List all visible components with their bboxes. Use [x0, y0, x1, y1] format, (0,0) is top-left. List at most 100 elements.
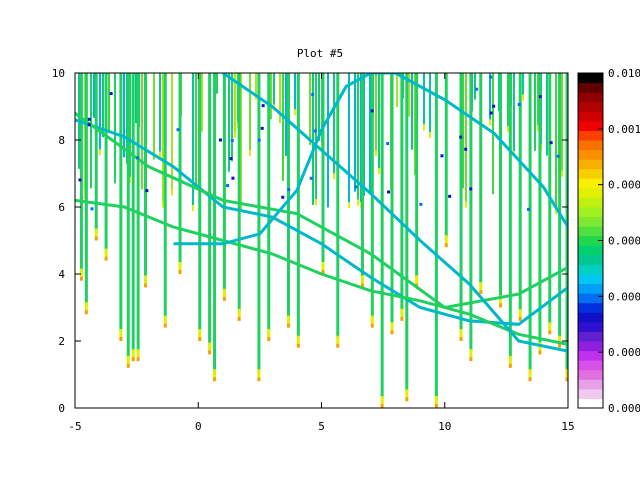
heatmap-spike-tip: [528, 369, 532, 378]
heatmap-spike: [528, 73, 532, 372]
x-tick-label: 10: [438, 420, 451, 433]
heatmap-spike-end: [126, 363, 130, 368]
heatmap-column: [159, 73, 161, 152]
colorbar-swatch: [578, 321, 603, 332]
heatmap-spike-end: [405, 397, 409, 402]
heatmap-spike: [213, 73, 217, 372]
heatmap-column: [153, 73, 155, 160]
heatmap-spike-end: [380, 404, 384, 408]
heatmap-cell: [489, 111, 493, 115]
heatmap-column: [507, 73, 509, 127]
heatmap-spike: [104, 73, 108, 251]
y-tick-label: 8: [58, 134, 65, 147]
colorbar-swatch: [578, 254, 603, 265]
heatmap-spike: [479, 73, 483, 285]
heatmap-column: [141, 73, 143, 190]
heatmap-cell: [538, 95, 542, 99]
heatmap-cell: [129, 176, 131, 183]
heatmap-column: [294, 73, 296, 110]
heatmap-spike-end: [94, 236, 98, 241]
heatmap-cell: [527, 207, 531, 211]
heatmap-spike: [208, 73, 212, 345]
heatmap-spike-tip: [498, 295, 502, 304]
heatmap-spike-tip: [104, 248, 108, 257]
heatmap-column: [378, 73, 380, 169]
heatmap-spike-tip: [370, 315, 374, 324]
heatmap-column: [411, 73, 413, 150]
heatmap-column: [309, 73, 311, 146]
heatmap-cell: [475, 87, 479, 91]
heatmap-spike-end: [222, 296, 226, 301]
colorbar-swatch: [578, 245, 603, 256]
heatmap-spike-end: [119, 337, 123, 341]
heatmap-column: [546, 73, 548, 156]
heatmap-column: [363, 73, 365, 196]
heatmap-spike-end: [360, 283, 364, 288]
heatmap-spike-end: [104, 256, 108, 261]
heatmap-spike: [508, 73, 512, 358]
heatmap-spike-tip: [208, 342, 212, 351]
heatmap-column: [234, 73, 236, 132]
heatmap-cell: [469, 187, 473, 191]
heatmap-cell: [99, 149, 101, 156]
heatmap-column: [255, 73, 257, 94]
heatmap-cell: [489, 75, 493, 79]
heatmap-cell: [555, 208, 557, 215]
heatmap-spike-end: [508, 363, 512, 368]
heatmap-spike-end: [131, 357, 135, 362]
heatmap-spike-end: [479, 290, 483, 295]
heatmap-spike-end: [469, 357, 473, 362]
heatmap-column: [162, 73, 164, 202]
heatmap-cell: [229, 157, 233, 161]
heatmap-spike-end: [459, 337, 463, 341]
y-axis: 0 2 4 6 8 10: [52, 67, 568, 415]
heatmap-spike-tip: [434, 396, 438, 404]
heatmap-cell: [230, 138, 234, 142]
heatmap-spike: [434, 73, 438, 398]
heatmap-spike-tip: [296, 335, 300, 344]
heatmap-spike-tip: [178, 262, 182, 270]
heatmap-spike: [390, 73, 394, 325]
x-tick-label: 15: [561, 420, 574, 433]
heatmap-spike-end: [370, 323, 374, 328]
colorbar-swatch: [578, 168, 603, 179]
colorbar-swatch: [578, 187, 603, 198]
heatmap-spike-tip: [459, 329, 463, 337]
heatmap-spike-tip: [469, 349, 473, 358]
heatmap-column: [465, 73, 467, 202]
heatmap-spike: [79, 73, 83, 271]
heatmap-cell: [309, 176, 313, 180]
heatmap-cell: [357, 199, 359, 206]
heatmap-spike-tip: [131, 349, 135, 358]
heatmap-column: [357, 73, 359, 200]
heatmap-spike: [444, 73, 448, 238]
colorbar-tick-label: 0.000: [608, 290, 640, 303]
heatmap-spike-end: [163, 323, 167, 328]
heatmap-column: [429, 73, 431, 133]
heatmap-column: [285, 73, 287, 156]
heatmap-column: [93, 73, 95, 119]
y-tick-label: 6: [58, 201, 65, 214]
heatmap-column: [561, 73, 563, 171]
heatmap-spike-end: [198, 337, 202, 341]
heatmap-column: [369, 73, 371, 193]
colorbar-swatch: [578, 92, 603, 103]
y-tick-label: 0: [58, 402, 65, 415]
colorbar-tick-label: 0.010: [608, 67, 640, 80]
heatmap-spike-tip: [479, 282, 483, 291]
heatmap-spike-tip: [415, 275, 419, 284]
heatmap-spike-end: [144, 283, 148, 288]
heatmap-spike: [321, 73, 325, 264]
colorbar-swatch: [578, 73, 603, 84]
heatmap-spike: [267, 73, 271, 331]
heatmap-column: [375, 73, 377, 151]
heatmap-spike-end: [336, 343, 340, 348]
heatmap-column: [348, 73, 350, 203]
colorbar-swatch: [578, 341, 603, 352]
heatmap-spike: [518, 73, 522, 311]
colorbar-tick-label: 0.000: [608, 179, 640, 192]
colorbar-swatch: [578, 264, 603, 275]
heatmap-spike-tip: [360, 275, 364, 284]
heatmap-spike-tip: [286, 315, 290, 324]
